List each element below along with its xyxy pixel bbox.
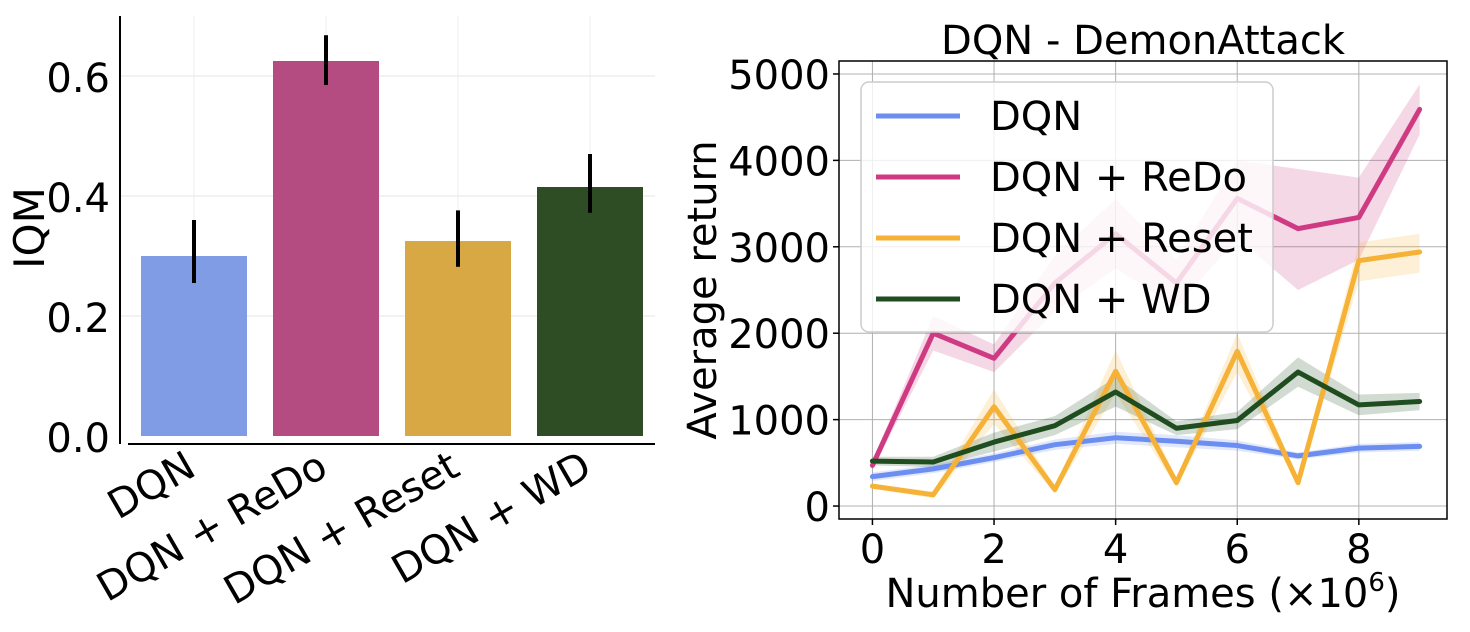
legend-label-dqn: DQN <box>990 94 1082 140</box>
line-chart-legend: DQN DQN + ReDo DQN + Reset DQN + WD <box>860 81 1274 333</box>
line-x-tick-label: 8 <box>1346 527 1371 573</box>
bar-y-tick-label: 0.4 <box>46 176 110 222</box>
bar-dqn <box>141 256 247 436</box>
line-y-tick-label: 3000 <box>728 226 830 272</box>
x-axis-label-exponent: 6 <box>1368 568 1385 598</box>
line-x-tick-label: 6 <box>1225 527 1250 573</box>
line-x-tick-label: 2 <box>981 527 1006 573</box>
error-bars <box>192 35 592 283</box>
bar-dqn-redo <box>273 61 379 436</box>
line-chart-frame <box>838 60 1448 520</box>
bar-dqn-wd <box>537 187 643 436</box>
line-chart-title: DQN - DemonAttack <box>941 18 1346 64</box>
line-x-tick-label: 0 <box>860 527 885 573</box>
legend-label-dqn-redo: DQN + ReDo <box>990 155 1247 201</box>
line-y-tick-label: 4000 <box>728 139 830 185</box>
line-y-tick-label: 2000 <box>728 312 830 358</box>
bar-y-tick-label: 0.0 <box>46 416 110 462</box>
line-y-tick-label: 0 <box>805 485 830 531</box>
bar-series <box>141 61 643 436</box>
bar-y-tick-label: 0.6 <box>46 56 110 102</box>
line-dqn <box>869 435 1423 480</box>
bar-dqn-reset <box>405 241 511 436</box>
x-axis-label-prefix: Number of Frames (×10 <box>885 571 1368 617</box>
x-axis-label-suffix: ) <box>1385 571 1401 617</box>
demonattack-line-chart: DQN - DemonAttack 010002000300040005000 … <box>680 18 1448 617</box>
bar-chart-y-ticks: 0.0 0.2 0.4 0.6 <box>46 56 110 462</box>
line-y-tick-label: 5000 <box>728 53 830 99</box>
legend-label-dqn-reset: DQN + Reset <box>990 216 1253 262</box>
line-chart-x-ticks: 0 2 4 6 8 <box>860 519 1372 573</box>
line-dqn-wd <box>869 369 1423 465</box>
line-chart-y-ticks: 0 1000 2000 3000 4000 5000 <box>728 53 839 531</box>
legend-box <box>860 81 1274 333</box>
band-dqn-reset <box>872 233 1420 499</box>
line-y-tick-label: 1000 <box>728 399 830 445</box>
legend-label-dqn-wd: DQN + WD <box>990 277 1212 323</box>
line-chart-y-axis-label: Average return <box>680 140 726 439</box>
bar-y-tick-label: 0.2 <box>46 296 110 342</box>
line-chart-x-axis-label: Number of Frames (×106) <box>885 568 1400 617</box>
bar-chart-y-axis-label: IQM <box>5 187 54 269</box>
line-x-tick-label: 4 <box>1103 527 1128 573</box>
